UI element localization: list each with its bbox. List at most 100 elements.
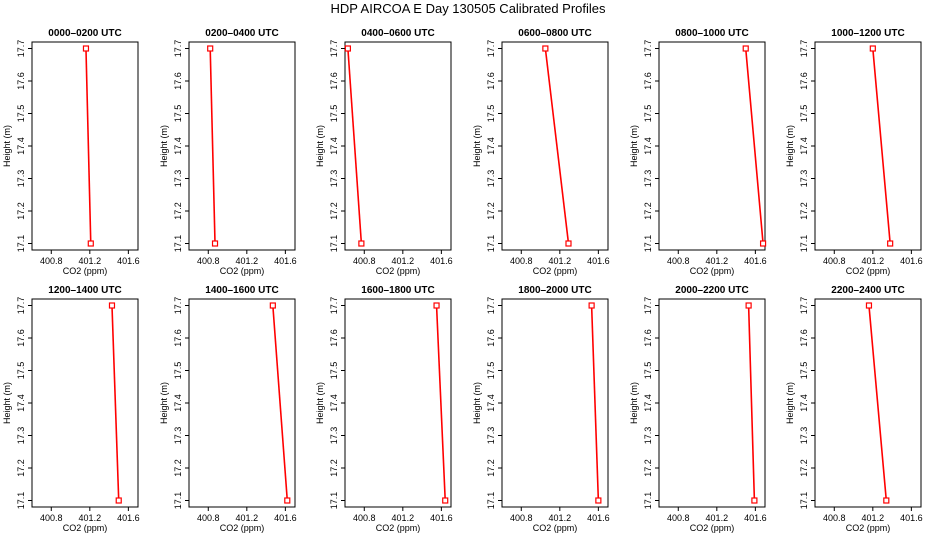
y-tick-label: 17.1 bbox=[173, 492, 183, 510]
data-point bbox=[433, 302, 440, 309]
y-tick-label: 17.2 bbox=[173, 459, 183, 477]
y-axis-label: Height (m) bbox=[2, 125, 12, 167]
chart-panel: 2200–2400 UTC 400.8 401.2 401.6 CO2 (ppm) 17.… bbox=[785, 285, 923, 533]
x-tick-label: 401.6 bbox=[744, 256, 767, 266]
data-point bbox=[87, 240, 94, 247]
y-tick-label: 17.5 bbox=[16, 362, 26, 380]
x-tick-label: 401.2 bbox=[79, 513, 102, 523]
y-tick-label: 17.4 bbox=[486, 137, 496, 155]
y-tick-label: 17.6 bbox=[173, 329, 183, 347]
y-tick-label: 17.3 bbox=[799, 170, 809, 188]
x-tick-label: 400.8 bbox=[667, 513, 690, 523]
chart-panel: 1400–1600 UTC 400.8 401.2 401.6 CO2 (ppm) 17.… bbox=[159, 285, 297, 533]
x-tick-label: 401.2 bbox=[392, 513, 415, 523]
y-tick-label: 17.4 bbox=[799, 394, 809, 412]
y-tick-label: 17.5 bbox=[643, 362, 653, 380]
y-tick-label: 17.4 bbox=[799, 137, 809, 155]
x-axis-label: CO2 (ppm) bbox=[690, 523, 735, 533]
y-tick-label: 17.1 bbox=[329, 235, 339, 253]
data-point bbox=[284, 497, 291, 504]
y-tick-label: 17.6 bbox=[486, 72, 496, 90]
y-tick-label: 17.7 bbox=[16, 40, 26, 58]
y-tick-label: 17.3 bbox=[16, 427, 26, 445]
profile-line bbox=[544, 48, 570, 244]
y-tick-label: 17.2 bbox=[16, 202, 26, 220]
x-tick-label: 401.6 bbox=[900, 513, 923, 523]
y-tick-label: 17.3 bbox=[486, 170, 496, 188]
x-tick-label: 400.8 bbox=[40, 513, 63, 523]
x-tick-label: 400.8 bbox=[823, 256, 846, 266]
profile-line bbox=[111, 305, 120, 501]
data-point bbox=[115, 497, 122, 504]
y-tick-label: 17.2 bbox=[799, 459, 809, 477]
y-tick-label: 17.1 bbox=[643, 492, 653, 510]
y-tick-label: 17.3 bbox=[329, 427, 339, 445]
data-point bbox=[108, 302, 116, 309]
y-tick-label: 17.7 bbox=[329, 40, 339, 58]
chart-panel: 2000–2200 UTC 400.8 401.2 401.6 CO2 (ppm) 17.… bbox=[629, 285, 767, 533]
y-tick-label: 17.6 bbox=[329, 329, 339, 347]
y-tick-label: 17.2 bbox=[486, 202, 496, 220]
y-tick-label: 17.6 bbox=[799, 329, 809, 347]
data-point bbox=[565, 240, 572, 247]
x-tick-label: 401.6 bbox=[274, 513, 297, 523]
y-tick-label: 17.3 bbox=[643, 427, 653, 445]
figure-title: HDP AIRCOA E Day 130505 Calibrated Profi… bbox=[330, 1, 606, 16]
plot-frame bbox=[814, 298, 922, 508]
y-tick-label: 17.6 bbox=[643, 329, 653, 347]
profile-line bbox=[590, 305, 600, 501]
y-tick-label: 17.7 bbox=[799, 297, 809, 315]
chart-panel: 0200–0400 UTC 400.8 401.2 401.6 CO2 (ppm) 17.… bbox=[159, 28, 297, 276]
chart-panel: 1600–1800 UTC 400.8 401.2 401.6 CO2 (ppm) 17.… bbox=[315, 285, 453, 533]
y-tick-label: 17.4 bbox=[643, 394, 653, 412]
x-tick-label: 401.6 bbox=[117, 256, 140, 266]
y-tick-label: 17.2 bbox=[799, 202, 809, 220]
profile-line bbox=[209, 48, 216, 244]
y-axis-label: Height (m) bbox=[472, 125, 482, 167]
y-tick-label: 17.7 bbox=[643, 297, 653, 315]
data-point bbox=[869, 45, 876, 52]
y-tick-label: 17.1 bbox=[486, 492, 496, 510]
y-tick-label: 17.7 bbox=[173, 40, 183, 58]
plot-frame bbox=[31, 298, 139, 508]
y-tick-label: 17.1 bbox=[486, 235, 496, 253]
panel-title: 2200–2400 UTC bbox=[831, 285, 904, 296]
y-tick-label: 17.7 bbox=[173, 297, 183, 315]
y-tick-label: 17.1 bbox=[799, 235, 809, 253]
y-axis-label: Height (m) bbox=[629, 382, 639, 424]
data-point bbox=[269, 302, 276, 309]
y-tick-label: 17.1 bbox=[643, 235, 653, 253]
data-point bbox=[883, 497, 890, 504]
data-point bbox=[595, 497, 602, 504]
y-tick-label: 17.7 bbox=[486, 40, 496, 58]
chart-panel: 0600–0800 UTC 400.8 401.2 401.6 CO2 (ppm) 17.… bbox=[472, 28, 610, 276]
y-tick-label: 17.4 bbox=[329, 137, 339, 155]
panel-title: 1400–1600 UTC bbox=[205, 285, 278, 296]
y-tick-label: 17.5 bbox=[329, 105, 339, 123]
y-tick-label: 17.5 bbox=[799, 362, 809, 380]
plot-frame bbox=[814, 41, 922, 251]
x-axis-label: CO2 (ppm) bbox=[63, 523, 108, 533]
y-tick-label: 17.3 bbox=[16, 170, 26, 188]
y-axis-label: Height (m) bbox=[159, 125, 169, 167]
y-tick-label: 17.6 bbox=[16, 72, 26, 90]
y-axis-label: Height (m) bbox=[629, 125, 639, 167]
plot-frame bbox=[31, 41, 139, 251]
profile-line bbox=[747, 305, 756, 501]
y-tick-label: 17.4 bbox=[16, 394, 26, 412]
y-tick-label: 17.3 bbox=[799, 427, 809, 445]
x-axis-label: CO2 (ppm) bbox=[220, 266, 265, 276]
chart-panel: 1800–2000 UTC 400.8 401.2 401.6 CO2 (ppm) 17.… bbox=[472, 285, 610, 533]
data-point bbox=[588, 302, 595, 309]
plot-frame bbox=[501, 41, 609, 251]
data-point bbox=[207, 45, 214, 52]
y-tick-label: 17.4 bbox=[173, 137, 183, 155]
y-tick-label: 17.1 bbox=[16, 235, 26, 253]
x-tick-label: 400.8 bbox=[353, 513, 376, 523]
x-tick-label: 401.2 bbox=[236, 513, 259, 523]
x-axis-label: CO2 (ppm) bbox=[846, 523, 891, 533]
x-tick-label: 401.2 bbox=[706, 513, 729, 523]
x-tick-label: 400.8 bbox=[510, 513, 533, 523]
y-tick-label: 17.5 bbox=[173, 362, 183, 380]
